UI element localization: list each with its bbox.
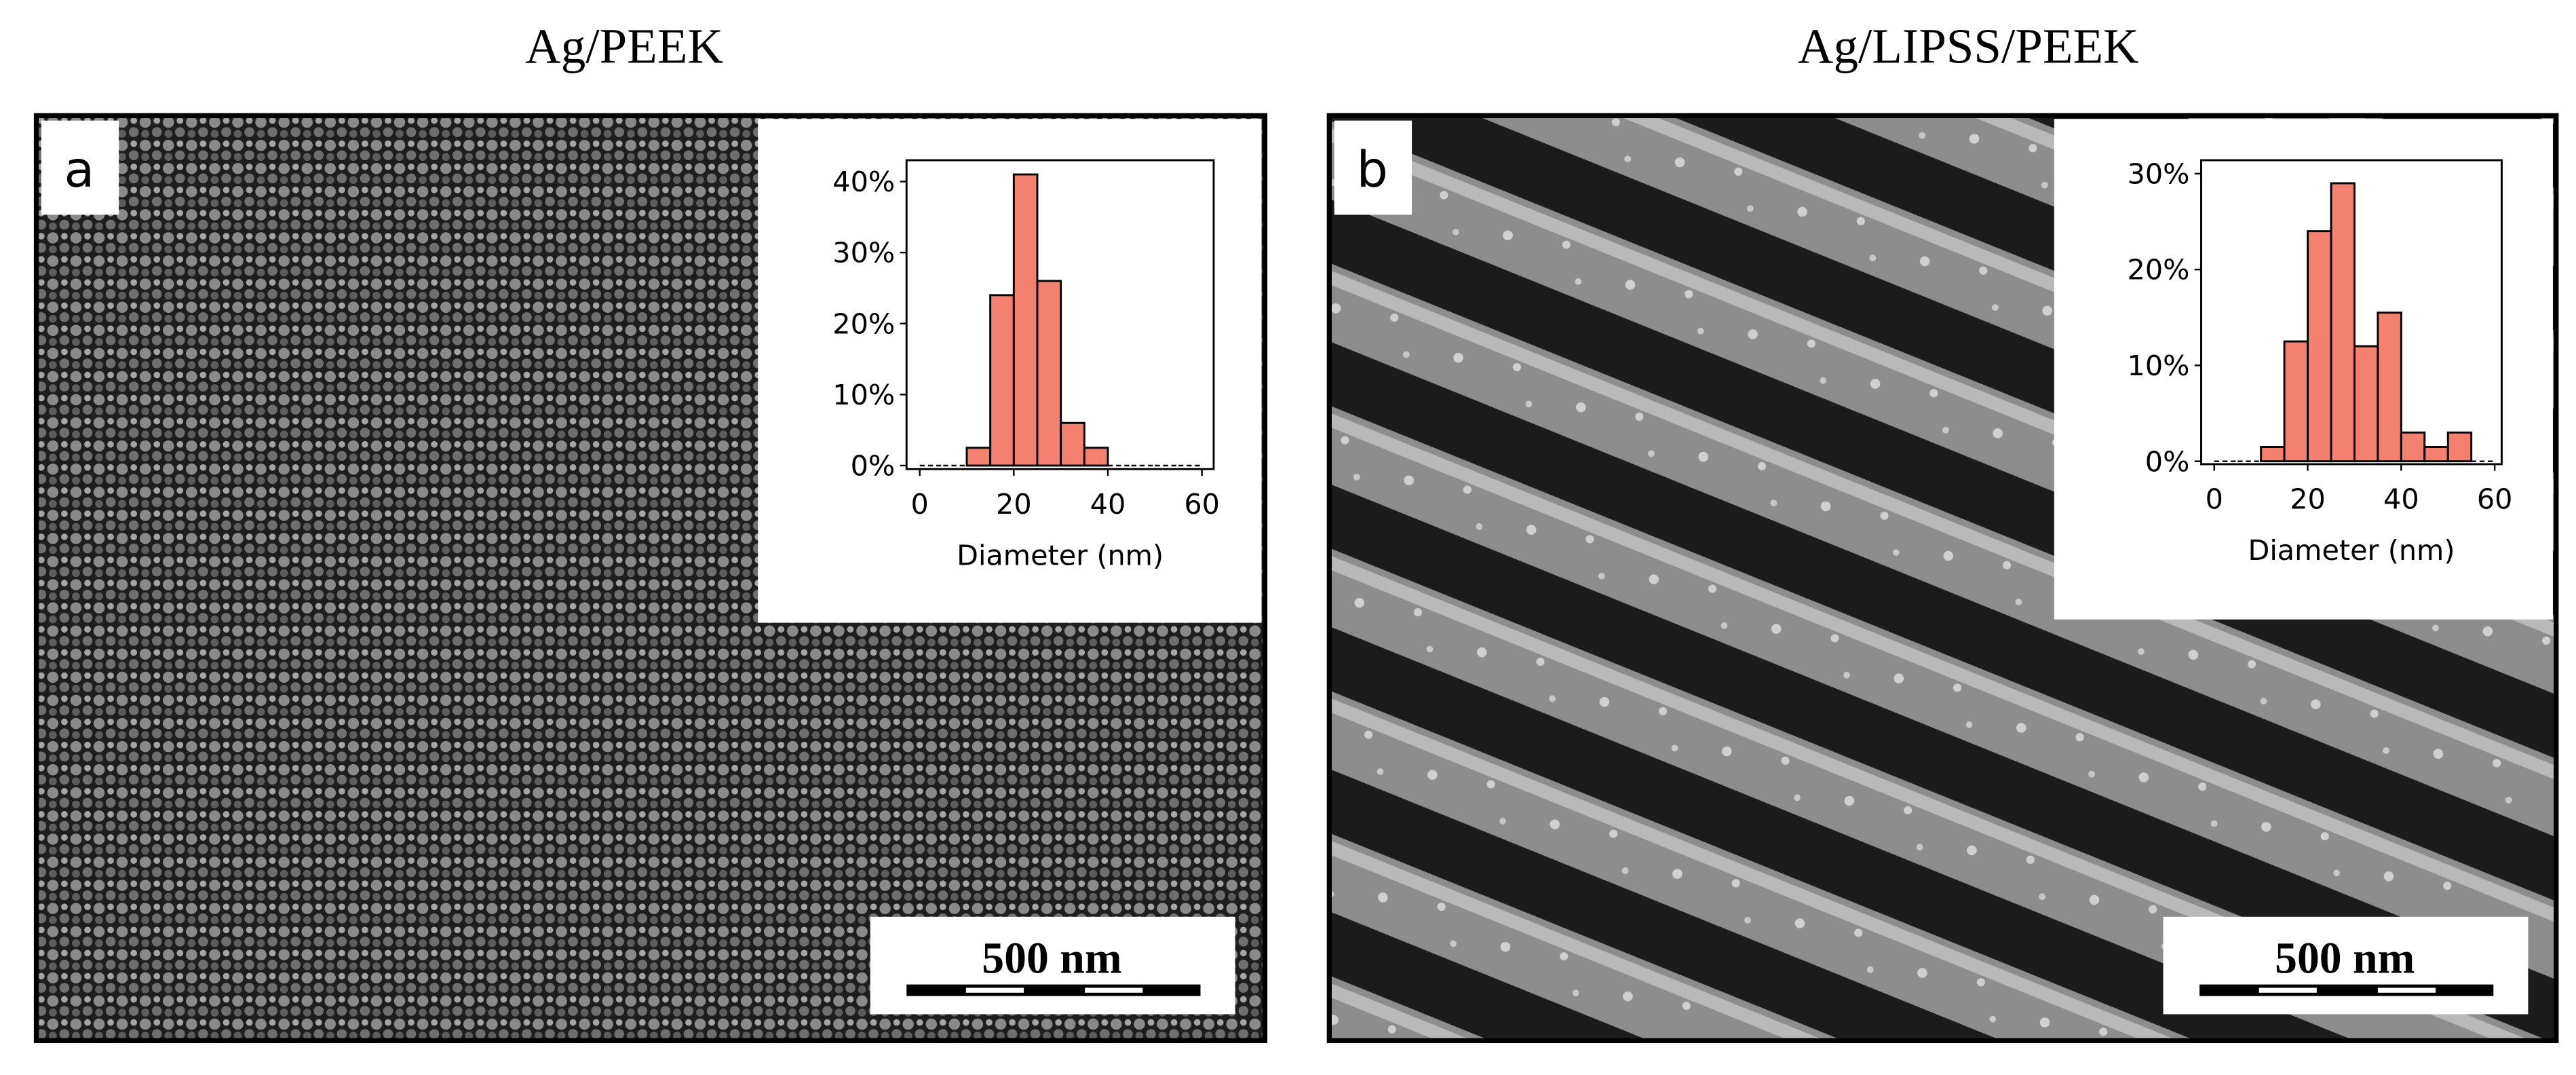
panel: Ag/PEEK a 500 nm 0% 10% 20% 30% 40% 0 20 40 60 Diame… <box>33 18 1268 1044</box>
bar <box>2446 431 2473 463</box>
bar <box>2400 431 2426 463</box>
x-tick-label: 40 <box>2383 483 2419 516</box>
y-tick-label: 20% <box>2128 254 2190 286</box>
scale-bar-label: 500 nm <box>982 934 1121 983</box>
bar <box>2330 182 2356 463</box>
panel-letter-box <box>1334 120 1412 215</box>
y-tick-label: 40% <box>832 166 895 198</box>
x-axis-label: Diameter (nm) <box>2248 534 2455 567</box>
x-tick-label: 0 <box>911 488 929 521</box>
bar <box>965 447 992 467</box>
axes-frame <box>905 159 1215 470</box>
bar <box>2377 312 2402 463</box>
axes-frame <box>2200 159 2503 466</box>
bar <box>1012 173 1039 467</box>
scale-bar-segment <box>2377 987 2436 993</box>
y-tick-label: 0% <box>2145 445 2190 478</box>
scale-bar-box <box>870 916 1235 1015</box>
panel-letter: a <box>64 141 94 199</box>
x-tick-label: 0 <box>2206 483 2223 516</box>
y-tick-label: 30% <box>832 237 895 269</box>
scale-bar-label: 500 nm <box>2275 934 2415 983</box>
scale-bar <box>906 984 1201 996</box>
y-tick-label: 30% <box>2128 157 2190 190</box>
x-tick-label: 60 <box>1184 488 1220 521</box>
scale-bar-segment <box>2258 987 2317 993</box>
bar <box>2283 340 2309 463</box>
bar <box>1036 280 1062 467</box>
x-tick-label: 20 <box>2290 483 2326 516</box>
panel-letter-box <box>41 120 119 215</box>
x-tick-label: 40 <box>1090 488 1126 521</box>
scale-bar-box <box>2163 916 2529 1015</box>
y-tick-label: 10% <box>832 379 895 411</box>
bar <box>1083 447 1109 467</box>
y-tick-label: 0% <box>851 450 896 483</box>
panels: Ag/PEEK a 500 nm 0% 10% 20% 30% 40% 0 20 40 60 Diame… <box>33 18 2559 1044</box>
panel-title: Ag/PEEK <box>525 18 723 73</box>
bar <box>2307 230 2332 463</box>
panel-letter: b <box>1356 141 1387 199</box>
bar <box>1060 421 1085 467</box>
bar <box>2423 446 2449 463</box>
bar <box>989 294 1015 467</box>
y-tick-label: 10% <box>2128 350 2190 382</box>
panel: Ag/LIPSS/PEEK b 500 nm 0% 10% 20% 30% 0 20 40 60 Di… <box>1326 18 2559 1044</box>
x-tick-label: 60 <box>2477 483 2513 516</box>
panel-title: Ag/LIPSS/PEEK <box>1798 18 2139 73</box>
scale-bar-segment <box>965 987 1024 993</box>
x-tick-label: 20 <box>996 488 1032 521</box>
y-tick-label: 20% <box>832 307 895 340</box>
scale-bar <box>2199 984 2494 996</box>
bar <box>2353 345 2379 463</box>
bar <box>2260 446 2286 463</box>
x-axis-label: Diameter (nm) <box>957 539 1164 571</box>
scale-bar-segment <box>1085 987 1143 993</box>
